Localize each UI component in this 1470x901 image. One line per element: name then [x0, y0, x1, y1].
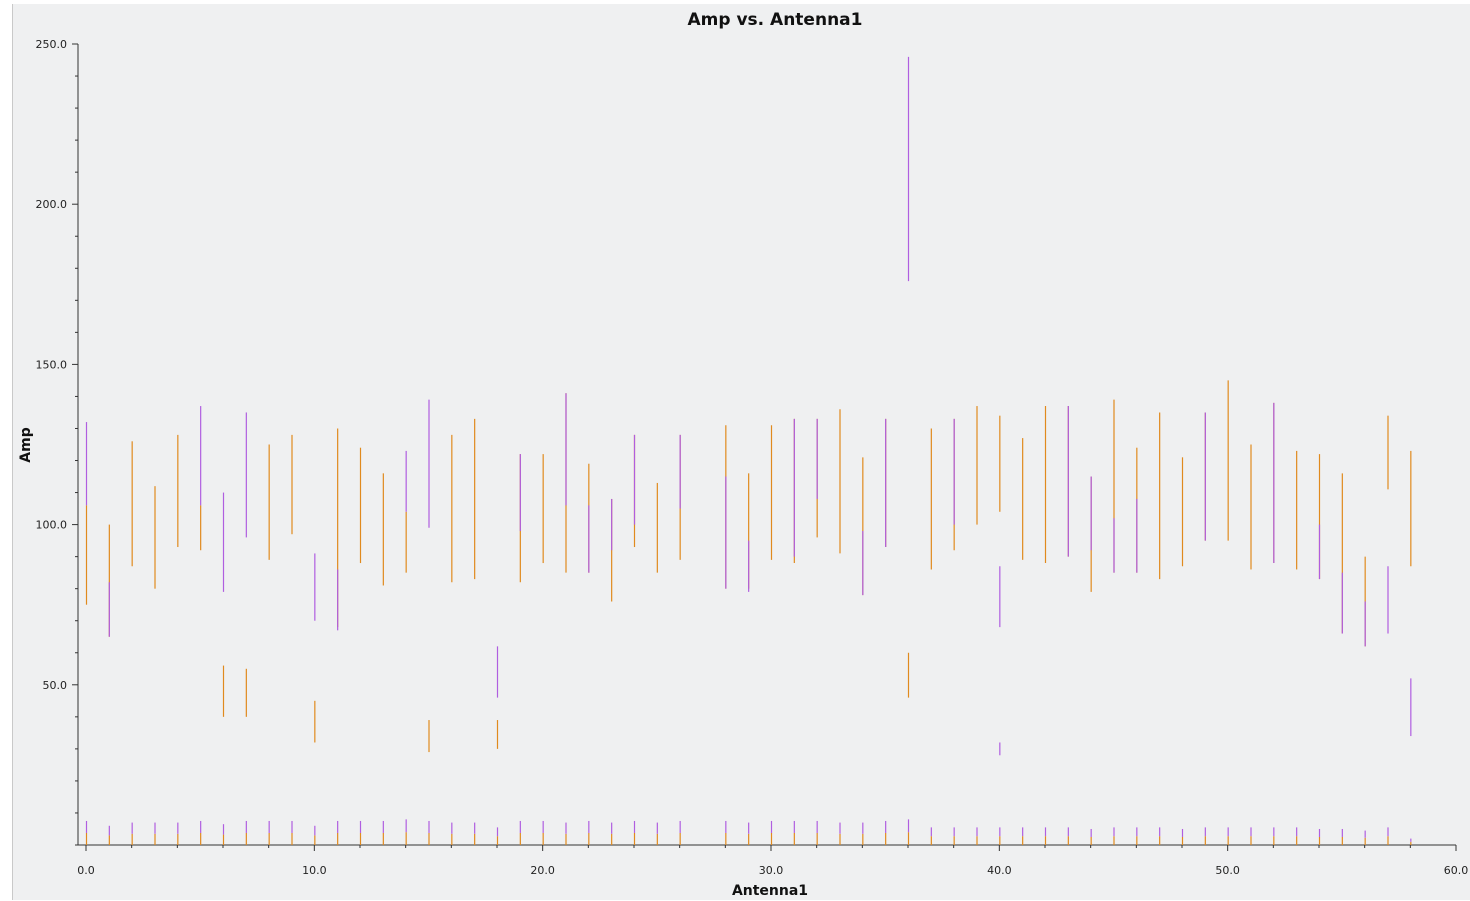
x-tick-label: 10.0 — [302, 864, 327, 877]
data-marks — [85, 56, 1412, 845]
x-tick-label: 30.0 — [759, 864, 784, 877]
chart-title: Amp vs. Antenna1 — [688, 10, 863, 30]
plot-frame — [12, 4, 1470, 900]
y-tick-label: 200.0 — [36, 198, 68, 211]
x-tick-label: 20.0 — [530, 864, 555, 877]
y-tick-label: 50.0 — [43, 679, 68, 692]
x-axis-title: Antenna1 — [732, 883, 808, 899]
x-tick-label: 60.0 — [1444, 864, 1469, 877]
x-tick-label: 40.0 — [987, 864, 1012, 877]
x-tick-label: 50.0 — [1215, 864, 1240, 877]
y-axis-title: Amp — [18, 427, 34, 462]
y-tick-label: 250.0 — [36, 38, 68, 51]
y-tick-label: 150.0 — [36, 358, 68, 371]
x-tick-label: 0.0 — [77, 864, 95, 877]
y-tick-label: 100.0 — [36, 519, 68, 532]
axes: 50.0 100.0 150.0 200.0 250.0 0.0 10.0 20.0 30.0 4… — [36, 38, 1469, 877]
